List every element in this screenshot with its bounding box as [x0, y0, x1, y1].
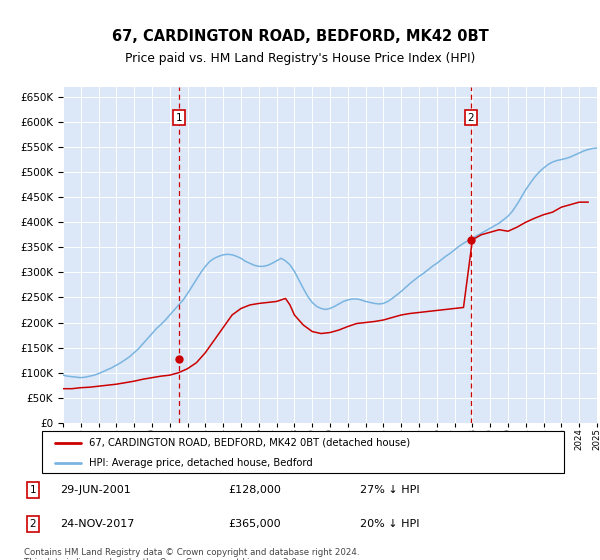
Text: 27% ↓ HPI: 27% ↓ HPI	[360, 485, 419, 495]
Text: 1: 1	[175, 113, 182, 123]
Text: 24-NOV-2017: 24-NOV-2017	[60, 519, 134, 529]
Text: Price paid vs. HM Land Registry's House Price Index (HPI): Price paid vs. HM Land Registry's House …	[125, 52, 475, 66]
Text: 1: 1	[29, 485, 37, 495]
Text: £365,000: £365,000	[228, 519, 281, 529]
Text: Contains HM Land Registry data © Crown copyright and database right 2024.
This d: Contains HM Land Registry data © Crown c…	[24, 548, 359, 560]
Text: 2: 2	[29, 519, 37, 529]
Text: HPI: Average price, detached house, Bedford: HPI: Average price, detached house, Bedf…	[89, 458, 313, 468]
Text: 29-JUN-2001: 29-JUN-2001	[60, 485, 131, 495]
Text: 67, CARDINGTON ROAD, BEDFORD, MK42 0BT: 67, CARDINGTON ROAD, BEDFORD, MK42 0BT	[112, 29, 488, 44]
Text: £128,000: £128,000	[228, 485, 281, 495]
Text: 2: 2	[467, 113, 474, 123]
Text: 20% ↓ HPI: 20% ↓ HPI	[360, 519, 419, 529]
Text: 67, CARDINGTON ROAD, BEDFORD, MK42 0BT (detached house): 67, CARDINGTON ROAD, BEDFORD, MK42 0BT (…	[89, 438, 410, 448]
